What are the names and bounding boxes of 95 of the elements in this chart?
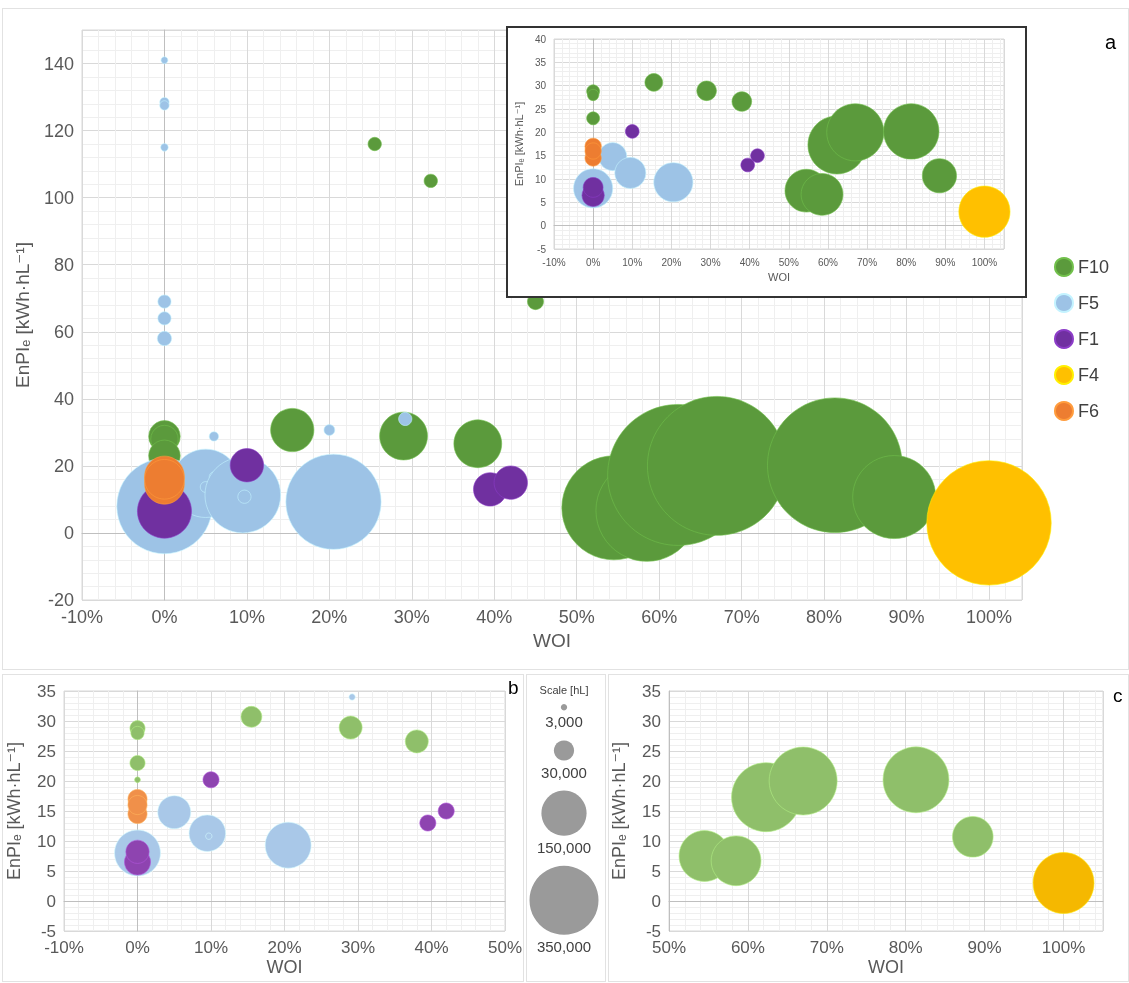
text: b	[508, 677, 519, 698]
y-tick-label: -20	[47, 590, 74, 610]
x-tick-label: -10%	[60, 607, 104, 627]
y-tick-label: 25	[642, 741, 661, 761]
x-tick-label: 100%	[971, 256, 998, 268]
y-tick-label: 10	[642, 831, 661, 851]
x-tick-label: 70%	[857, 256, 878, 268]
y-axis-title: EnPIₑ [kWh·hL⁻¹]	[11, 242, 33, 388]
y-tick-label: 80	[53, 254, 74, 275]
x-tick-label: 50%	[651, 938, 687, 957]
x-tick-label: 30%	[340, 938, 376, 957]
x-tick-label: 0%	[585, 256, 601, 268]
x-tick-label: 60%	[730, 938, 765, 957]
legend-label: 30,000	[541, 763, 587, 781]
x-tick-label: 90%	[967, 938, 1002, 957]
y-tick-label: 40	[53, 388, 74, 409]
y-tick-label: 5	[540, 196, 547, 208]
x-tick-label: 20%	[267, 938, 302, 957]
x-tick-label: 50%	[558, 607, 595, 627]
y-tick-label: 25	[37, 741, 56, 761]
y-tick-label: 120	[43, 120, 74, 141]
y-tick-label: -5	[40, 921, 56, 941]
y-tick-label: 30	[642, 711, 661, 731]
x-tick-label: 40%	[414, 938, 449, 957]
x-tick-label: 50%	[487, 938, 523, 957]
text: c	[1113, 685, 1123, 706]
y-tick-label: 35	[37, 681, 56, 701]
x-tick-label: 20%	[661, 256, 682, 268]
x-tick-label: 70%	[723, 607, 760, 627]
y-tick-label: 30	[534, 80, 547, 92]
x-tick-label: 20%	[311, 607, 348, 627]
y-tick-label: 100	[43, 187, 74, 208]
x-tick-label: -10%	[542, 256, 566, 268]
y-tick-label: 20	[534, 126, 547, 138]
y-tick-label: 15	[534, 150, 547, 162]
x-axis-title: WOI	[533, 629, 571, 651]
text: a	[1105, 31, 1117, 53]
x-tick-label: 10%	[622, 256, 643, 268]
legend-label: 3,000	[545, 713, 583, 731]
x-tick-label: 0%	[151, 607, 178, 627]
x-tick-label: 100%	[1041, 938, 1086, 957]
y-tick-label: 20	[642, 771, 661, 791]
legend-title: Scale [hL]	[539, 683, 589, 696]
y-tick-label: 60	[53, 321, 74, 342]
x-tick-label: 10%	[228, 607, 265, 627]
x-axis-title: WOI	[266, 957, 303, 977]
y-tick-label: 35	[534, 56, 547, 68]
legend-label: F5	[1077, 293, 1099, 313]
legend-label: F1	[1077, 329, 1099, 349]
y-tick-label: 35	[642, 681, 661, 701]
x-tick-label: 100%	[965, 607, 1013, 627]
y-axis-title: EnPIₑ [kWh·hL⁻¹]	[4, 741, 24, 881]
x-tick-label: 90%	[935, 256, 956, 268]
y-tick-label: 0	[63, 522, 74, 543]
legend-label: F4	[1077, 365, 1099, 385]
x-tick-label: 30%	[700, 256, 721, 268]
x-tick-label: 50%	[778, 256, 799, 268]
y-tick-label: 30	[37, 711, 56, 731]
x-tick-label: 90%	[888, 607, 925, 627]
y-axis-title: EnPIₑ [kWh·hL⁻¹]	[513, 101, 525, 187]
y-tick-label: 5	[651, 861, 661, 881]
x-tick-label: 80%	[888, 938, 923, 957]
x-axis-title: WOI	[868, 957, 904, 977]
legend-label: 150,000	[536, 838, 592, 856]
x-tick-label: 70%	[809, 938, 844, 957]
y-tick-label: 20	[53, 455, 74, 476]
y-axis-title: EnPIₑ [kWh·hL⁻¹]	[609, 741, 629, 881]
x-tick-label: 40%	[476, 607, 513, 627]
legend-label: 350,000	[536, 937, 592, 955]
y-tick-label: 140	[43, 53, 74, 74]
y-tick-label: -5	[537, 243, 547, 255]
x-tick-label: 60%	[817, 256, 839, 268]
y-tick-label: 10	[37, 831, 56, 851]
y-tick-label: 0	[651, 891, 661, 911]
y-tick-label: 0	[540, 220, 547, 232]
y-tick-label: 20	[37, 771, 56, 791]
y-tick-label: 5	[46, 861, 56, 881]
y-tick-label: 25	[534, 103, 547, 115]
legend-label: F10	[1077, 257, 1110, 277]
x-axis-title: WOI	[768, 271, 790, 283]
y-tick-label: 10	[534, 173, 547, 185]
legend-label: F6	[1077, 401, 1099, 421]
y-tick-label: 15	[642, 801, 661, 821]
x-tick-label: 80%	[896, 256, 917, 268]
x-tick-label: 30%	[393, 607, 430, 627]
x-tick-label: 10%	[193, 938, 229, 957]
x-tick-label: -10%	[44, 938, 84, 957]
y-tick-label: 0	[46, 891, 56, 911]
x-tick-label: 40%	[739, 256, 760, 268]
y-tick-label: 40	[534, 33, 547, 45]
x-tick-label: 60%	[641, 607, 678, 627]
x-tick-label: 80%	[806, 607, 843, 627]
x-tick-label: 0%	[125, 938, 150, 957]
y-tick-label: -5	[645, 921, 661, 941]
y-tick-label: 15	[37, 801, 56, 821]
